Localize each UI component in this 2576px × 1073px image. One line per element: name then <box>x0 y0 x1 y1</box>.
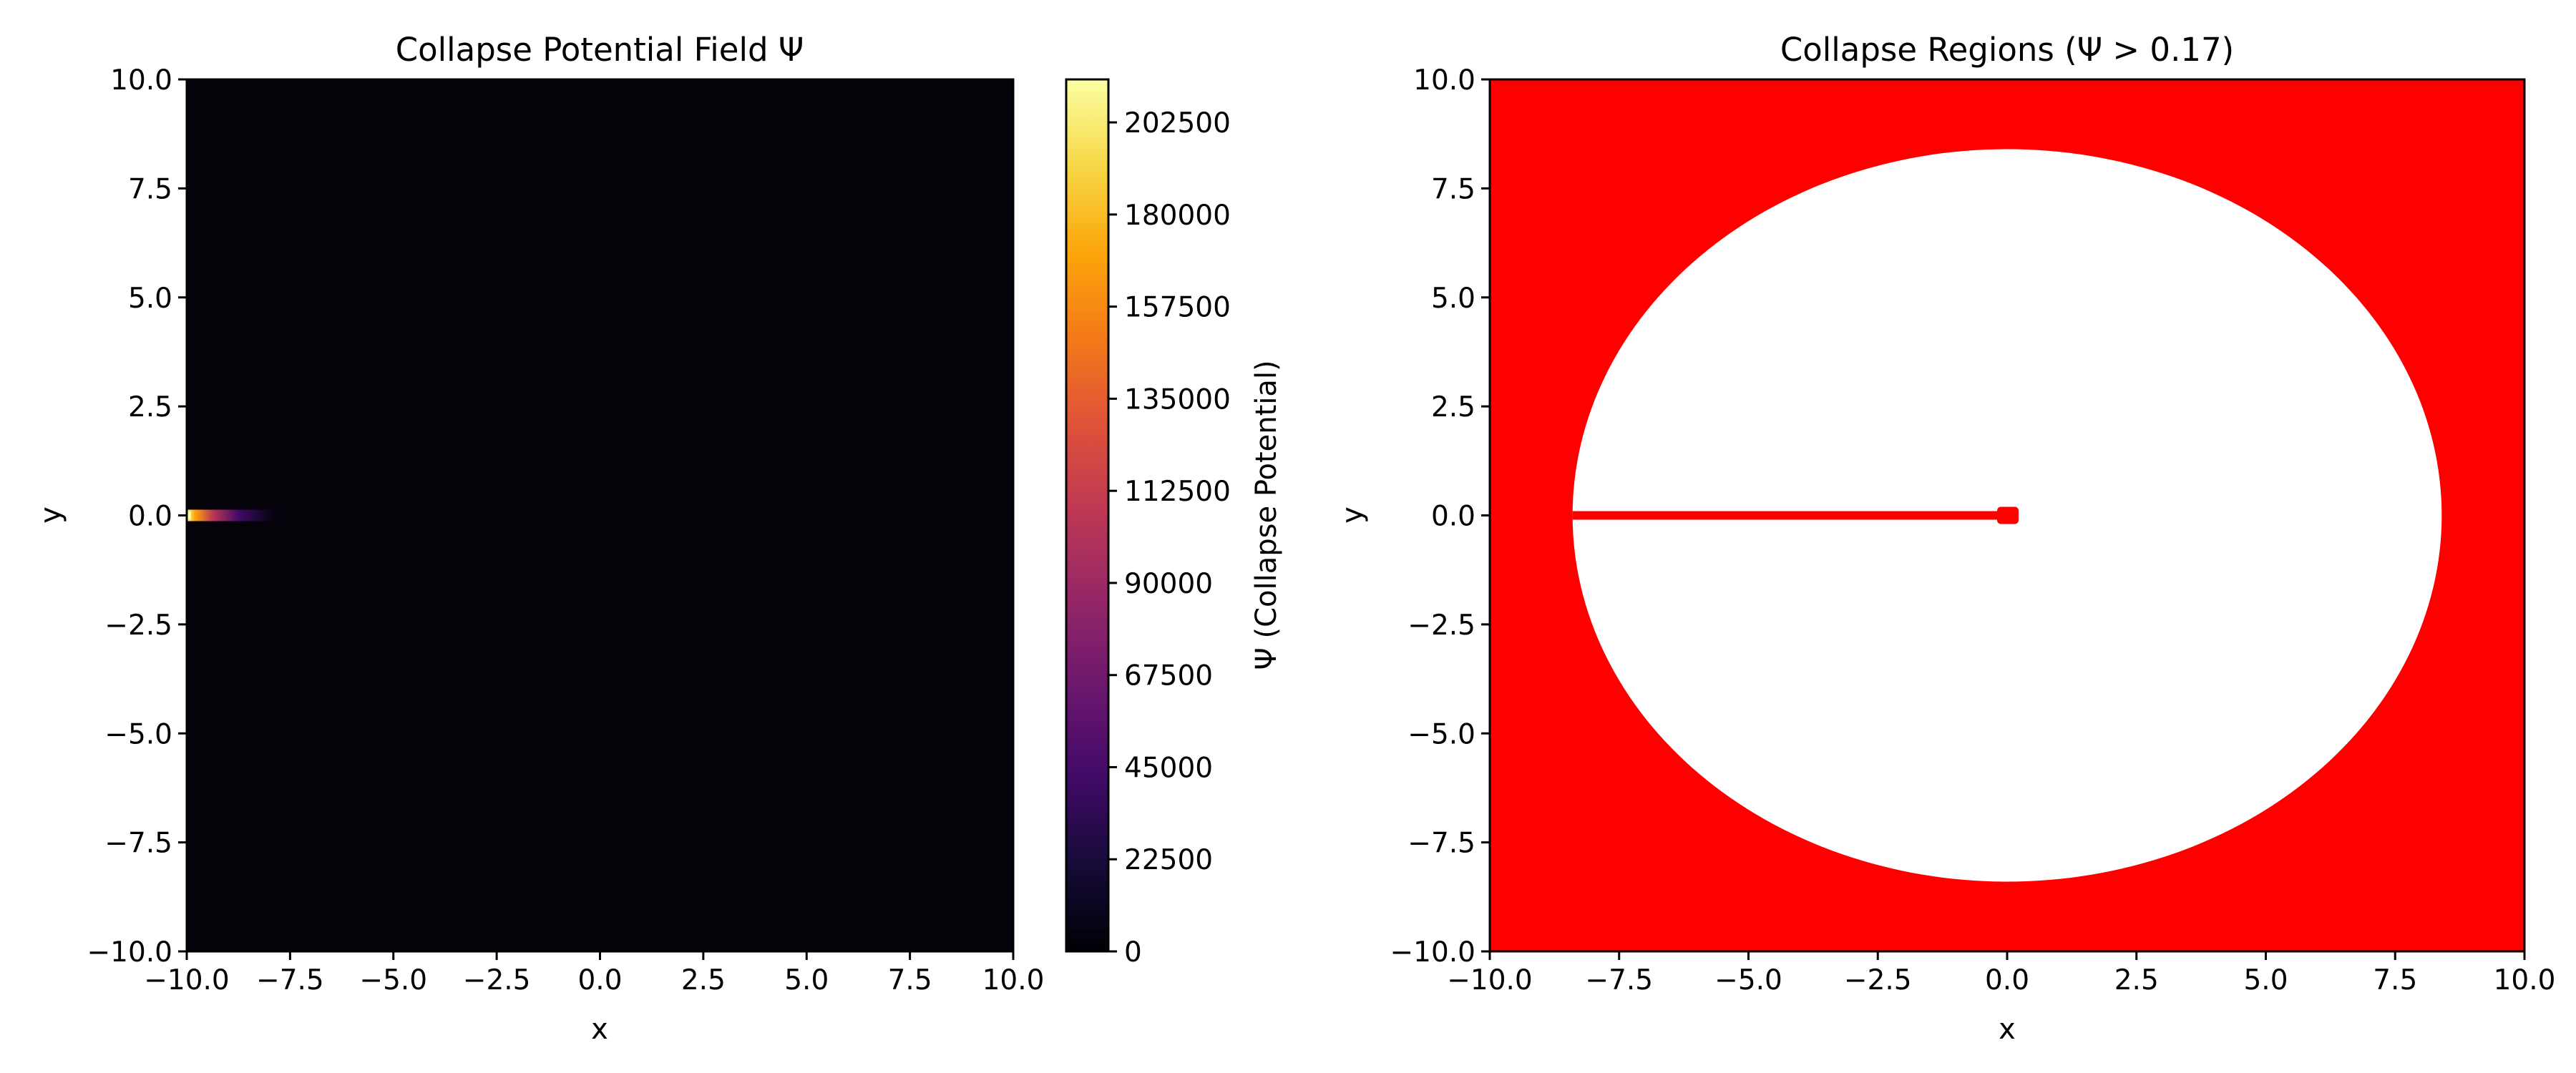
heatmap-panel: Collapse Potential Field Ψ −10.0 −7.5 −5.0… <box>34 31 1283 1046</box>
x-axis-label: x <box>591 1013 608 1046</box>
x-tick-label: 5.0 <box>784 964 829 996</box>
x-tick-label: −7.5 <box>1585 964 1653 996</box>
y-tick-label: 0.0 <box>1431 501 1475 533</box>
x-tick-label: −5.0 <box>359 964 427 996</box>
colorbar-tick-label: 112500 <box>1124 476 1231 508</box>
x-tick-label: −7.5 <box>256 964 324 996</box>
colorbar-tick-label: 180000 <box>1124 200 1231 232</box>
y-tick-label: 2.5 <box>128 391 172 423</box>
colorbar: 0 22500 45000 67500 90000 112500 135000 157500 1… <box>1065 78 1283 969</box>
collapse-branch-end <box>1997 506 2019 524</box>
colorbar-tick-label: 0 <box>1124 936 1142 969</box>
collapse-branch-line <box>1572 511 2007 520</box>
colorbar-ticks: 0 22500 45000 67500 90000 112500 135000 157500 1… <box>1108 107 1231 969</box>
y-tick-label: −2.5 <box>104 609 172 642</box>
y-tick-label: −5.0 <box>104 718 172 750</box>
y-tick-label: −10.0 <box>87 936 172 969</box>
x-axis-ticks: −10.0 −7.5 −5.0 −2.5 0.0 2.5 5.0 7.5 10.0 <box>144 951 1044 996</box>
chart-title: Collapse Potential Field Ψ <box>396 31 804 69</box>
y-tick-label: 0.0 <box>128 501 172 533</box>
x-tick-label: 7.5 <box>888 964 932 996</box>
heatmap-peak-core <box>187 511 191 519</box>
y-tick-label: 7.5 <box>1431 173 1475 205</box>
x-tick-label: −5.0 <box>1714 964 1782 996</box>
y-tick-label: 10.0 <box>1413 64 1475 97</box>
y-axis-ticks: −10.0 −7.5 −5.0 −2.5 0.0 2.5 5.0 7.5 10.0 <box>87 64 187 969</box>
heatmap-background <box>187 79 1013 951</box>
regions-panel: Collapse Regions (Ψ > 0.17) −10.0 −7.5 −5.… <box>1336 31 2555 1046</box>
colorbar-label: Ψ (Collapse Potential) <box>1250 360 1283 670</box>
colorbar-tick-label: 90000 <box>1124 568 1213 600</box>
colorbar-tick-label: 67500 <box>1124 660 1213 692</box>
y-tick-label: 5.0 <box>128 283 172 315</box>
x-tick-label: 2.5 <box>2114 964 2159 996</box>
y-axis-label: y <box>1336 506 1369 524</box>
x-axis-label: x <box>1999 1013 2016 1046</box>
x-tick-label: −10.0 <box>144 964 230 996</box>
x-tick-label: 7.5 <box>2373 964 2417 996</box>
colorbar-tick-label: 22500 <box>1124 844 1213 876</box>
y-tick-label: −7.5 <box>104 828 172 860</box>
heatmap-image <box>187 79 1013 951</box>
y-tick-label: −2.5 <box>1407 609 1475 642</box>
heatmap-peak <box>187 509 291 521</box>
colorbar-tick-label: 45000 <box>1124 752 1213 784</box>
colorbar-frame <box>1065 78 1110 953</box>
colorbar-tick-label: 202500 <box>1124 107 1231 139</box>
x-tick-label: 0.0 <box>1985 964 2029 996</box>
y-axis-ticks: −10.0 −7.5 −5.0 −2.5 0.0 2.5 5.0 7.5 10.0 <box>1390 64 1490 969</box>
y-axis-label: y <box>34 506 67 524</box>
x-tick-label: −2.5 <box>1844 964 1912 996</box>
y-tick-label: 7.5 <box>128 173 172 205</box>
x-tick-label: 10.0 <box>2494 964 2556 996</box>
x-tick-label: 5.0 <box>2243 964 2288 996</box>
x-tick-label: 10.0 <box>982 964 1045 996</box>
y-tick-label: −7.5 <box>1407 828 1475 860</box>
colorbar-tick-label: 157500 <box>1124 292 1231 324</box>
x-tick-label: 2.5 <box>681 964 726 996</box>
y-tick-label: −5.0 <box>1407 718 1475 750</box>
x-tick-label: 0.0 <box>577 964 622 996</box>
colorbar-gradient <box>1066 79 1108 951</box>
y-tick-label: 2.5 <box>1431 391 1475 423</box>
y-tick-label: 10.0 <box>110 64 172 97</box>
chart-title: Collapse Regions (Ψ > 0.17) <box>1780 31 2234 69</box>
x-tick-label: −10.0 <box>1447 964 1533 996</box>
x-tick-label: −2.5 <box>463 964 531 996</box>
y-tick-label: −10.0 <box>1390 936 1475 969</box>
y-tick-label: 5.0 <box>1431 283 1475 315</box>
x-axis-ticks: −10.0 −7.5 −5.0 −2.5 0.0 2.5 5.0 7.5 10.0 <box>1447 951 2555 996</box>
colorbar-tick-label: 135000 <box>1124 383 1231 416</box>
regions-image <box>1490 79 2524 951</box>
